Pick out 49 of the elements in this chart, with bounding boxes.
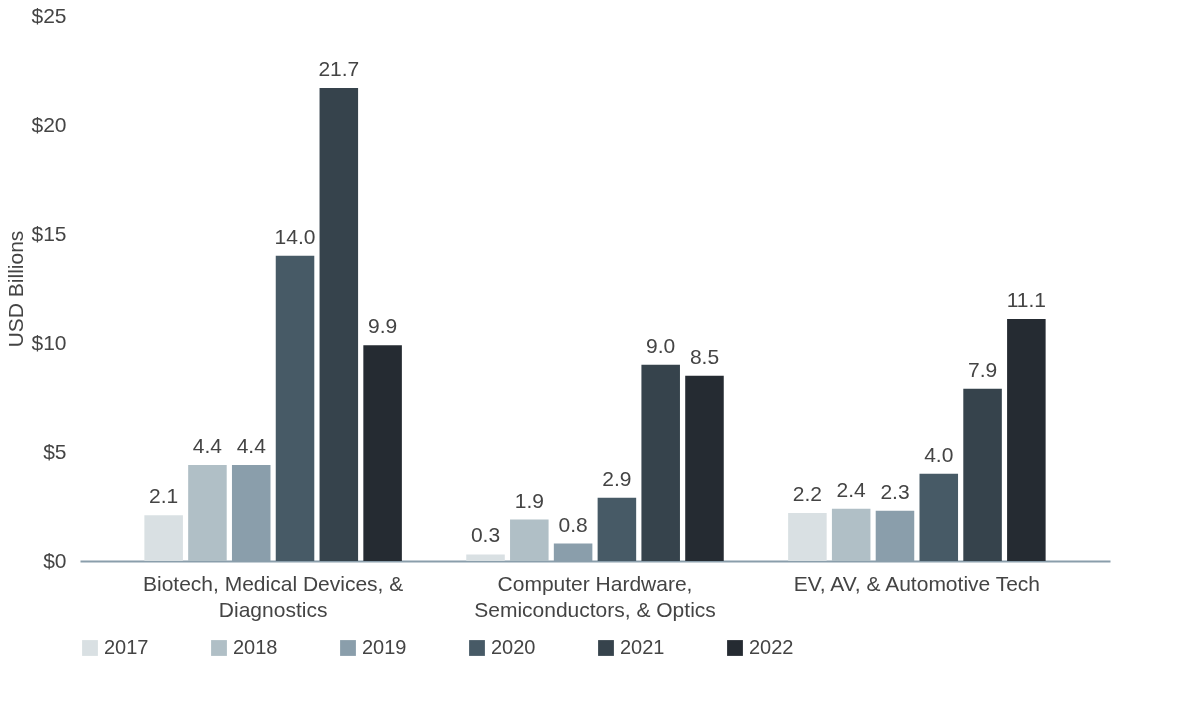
- legend-label: 2021: [620, 636, 665, 658]
- bar: [466, 554, 505, 561]
- bar: [275, 255, 315, 561]
- data-label: 4.4: [236, 434, 267, 458]
- data-label: 2.3: [880, 479, 910, 503]
- bar: [831, 508, 871, 561]
- y-tick-label: $15: [31, 221, 67, 245]
- legend-label: 2017: [104, 636, 149, 658]
- data-label: 4.4: [192, 434, 223, 458]
- data-label: 9.9: [368, 314, 398, 338]
- bar: [788, 513, 827, 561]
- x-tick-label: Biotech, Medical Devices, & Diagnostics: [142, 571, 404, 621]
- data-label: 11.1: [1006, 288, 1047, 312]
- data-label: 7.9: [967, 357, 998, 381]
- bar: [144, 515, 183, 561]
- x-tick-label: Computer Hardware, Semiconductors, & Optics: [474, 571, 716, 621]
- y-tick-label: $20: [31, 112, 67, 136]
- data-label: 0.8: [558, 512, 588, 536]
- legend-label: 2019: [362, 636, 407, 658]
- data-label: 2.4: [836, 477, 867, 501]
- y-axis-title: USD Billions: [4, 230, 28, 348]
- y-tick-label: $25: [31, 3, 67, 27]
- bar: [319, 87, 359, 561]
- y-tick-label: $10: [31, 330, 67, 354]
- y-tick-label: $5: [43, 439, 67, 463]
- data-label: 1.9: [514, 488, 544, 512]
- bar: [188, 465, 227, 561]
- data-label: 9.0: [646, 333, 676, 357]
- legend-label: 2018: [233, 636, 278, 658]
- legend-label: 2020: [491, 636, 536, 658]
- data-label: 4.0: [924, 442, 954, 466]
- data-label: 8.5: [689, 344, 720, 368]
- bar: [363, 345, 402, 561]
- bar: [597, 497, 637, 561]
- data-label: 2.1: [149, 484, 179, 508]
- y-tick-label: $0: [43, 548, 67, 572]
- bar: [510, 519, 549, 561]
- data-label: 21.7: [318, 56, 360, 80]
- x-tick-label: EV, AV, & Automotive Tech: [793, 571, 1041, 595]
- bar: [641, 364, 680, 561]
- legend-label: 2022: [749, 636, 794, 658]
- data-label: 14.0: [274, 224, 316, 248]
- bar: [963, 388, 1002, 561]
- data-label: 2.2: [792, 482, 822, 506]
- bar: [919, 473, 959, 561]
- data-label: 2.9: [602, 466, 632, 490]
- bar: [685, 375, 724, 561]
- bar: [1007, 319, 1046, 561]
- data-label: 0.3: [470, 523, 501, 547]
